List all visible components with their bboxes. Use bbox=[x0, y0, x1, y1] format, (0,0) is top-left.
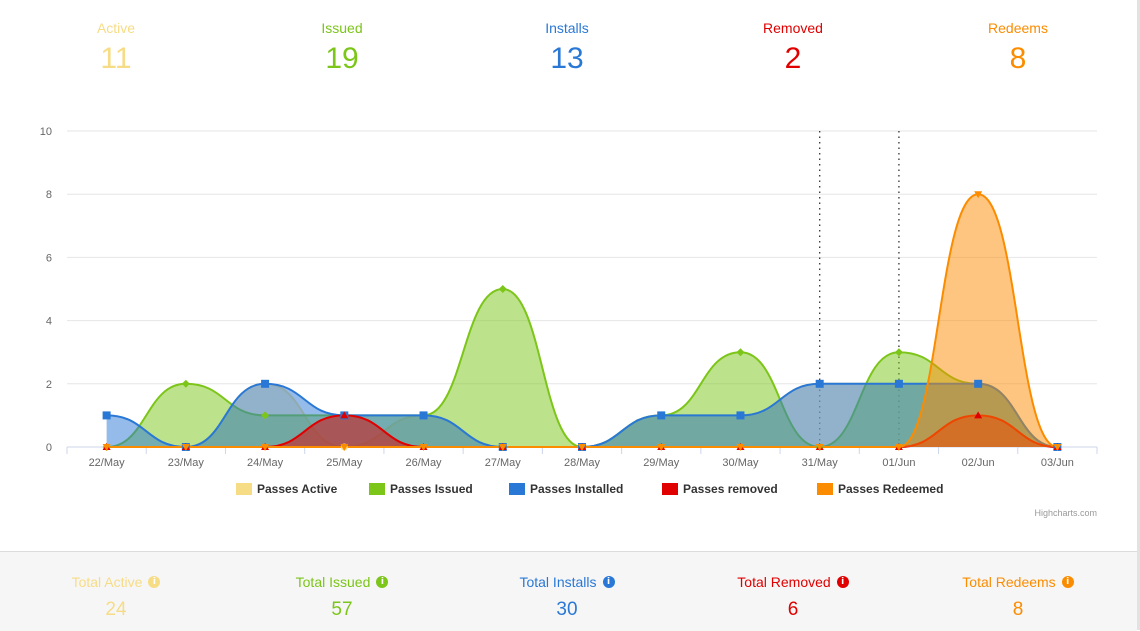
y-tick-label: 0 bbox=[46, 442, 52, 454]
right-scrollbar-edge bbox=[1137, 0, 1140, 630]
data-point bbox=[498, 285, 507, 293]
stat-value: 13 bbox=[550, 42, 584, 75]
y-tick-label: 6 bbox=[46, 252, 52, 264]
data-point bbox=[657, 411, 666, 420]
x-tick-label: 25/May bbox=[326, 457, 363, 469]
legend-swatch bbox=[817, 483, 833, 495]
x-tick-label: 26/May bbox=[405, 457, 442, 469]
total-label: Total Issued bbox=[295, 574, 371, 590]
total-value: 8 bbox=[1012, 599, 1024, 620]
stat-issued: Issued 19 bbox=[262, 20, 422, 76]
data-point bbox=[815, 444, 824, 451]
y-tick-label: 10 bbox=[40, 126, 52, 138]
data-point bbox=[419, 411, 428, 420]
summary-stats: Active 11 Issued 19 Installs 13 Removed … bbox=[0, 0, 1137, 110]
data-point bbox=[657, 444, 666, 451]
info-icon[interactable]: i bbox=[1061, 576, 1074, 588]
credits-link[interactable]: Highcharts.com bbox=[1034, 508, 1097, 518]
stat-removed: Removed 2 bbox=[713, 20, 873, 76]
data-point bbox=[498, 444, 507, 451]
stat-label: Removed bbox=[763, 20, 823, 36]
info-icon[interactable]: i bbox=[148, 576, 161, 588]
x-tick-label: 02/Jun bbox=[962, 457, 995, 469]
data-point bbox=[102, 444, 111, 451]
x-tick-label: 23/May bbox=[168, 457, 205, 469]
total-value: 57 bbox=[331, 599, 353, 620]
stat-label: Installs bbox=[545, 20, 589, 36]
data-point bbox=[181, 379, 190, 388]
x-tick-label: 31/May bbox=[802, 457, 839, 469]
total-value: 6 bbox=[787, 599, 799, 620]
total-active: Total Active i 24 bbox=[16, 574, 216, 621]
stat-redeems: Redeems 8 bbox=[938, 20, 1098, 76]
data-point bbox=[578, 444, 586, 451]
total-label: Total Active bbox=[71, 574, 143, 590]
passes-chart: 0 2 4 6 8 10 22/May 23/May 24/May 25/May 26/May 27/… bbox=[40, 126, 1098, 518]
stat-label: Active bbox=[96, 20, 136, 36]
stat-active: Active 11 bbox=[36, 20, 196, 76]
total-installs: Total Installs i 30 bbox=[467, 574, 667, 621]
total-label: Total Removed bbox=[737, 574, 831, 590]
data-point bbox=[261, 444, 270, 451]
x-tick-label: 03/Jun bbox=[1041, 457, 1074, 469]
legend-swatch bbox=[662, 483, 678, 495]
stat-value: 11 bbox=[100, 42, 132, 75]
x-tick-label: 22/May bbox=[89, 457, 126, 469]
x-tick-label: 01/Jun bbox=[882, 457, 915, 469]
y-tick-label: 2 bbox=[46, 379, 52, 391]
y-tick-label: 8 bbox=[46, 189, 52, 201]
info-icon[interactable]: i bbox=[376, 576, 389, 588]
stat-value: 19 bbox=[325, 42, 359, 75]
series-area bbox=[106, 415, 1058, 447]
data-point bbox=[974, 191, 983, 199]
totals-footer: Total Active i 24 Total Issued i 57 Total … bbox=[0, 551, 1137, 631]
info-icon[interactable]: i bbox=[836, 576, 849, 588]
info-icon[interactable]: i bbox=[602, 576, 615, 588]
data-point bbox=[974, 411, 983, 419]
x-tick-label: 29/May bbox=[643, 457, 680, 469]
data-point bbox=[181, 444, 190, 451]
x-tick-label: 27/May bbox=[485, 457, 522, 469]
data-point bbox=[894, 379, 903, 388]
total-redeems: Total Redeems i 8 bbox=[918, 574, 1118, 621]
total-value: 24 bbox=[105, 599, 127, 620]
stat-value: 8 bbox=[1009, 42, 1027, 75]
legend-item: Passes removed bbox=[683, 482, 778, 496]
data-point bbox=[261, 411, 270, 420]
data-point bbox=[736, 411, 745, 420]
legend-item: Passes Installed bbox=[530, 482, 623, 496]
total-label: Total Installs bbox=[519, 574, 597, 590]
data-point bbox=[102, 411, 111, 420]
data-point bbox=[736, 444, 745, 451]
stat-installs: Installs 13 bbox=[487, 20, 647, 76]
data-point bbox=[894, 348, 903, 357]
legend-swatch bbox=[369, 483, 385, 495]
x-tick-label: 24/May bbox=[247, 457, 284, 469]
series-area bbox=[106, 194, 1058, 447]
data-point bbox=[815, 379, 824, 388]
legend-item: Passes Redeemed bbox=[838, 482, 943, 496]
data-point bbox=[974, 379, 983, 388]
legend-swatch bbox=[509, 483, 525, 495]
total-value: 30 bbox=[556, 599, 578, 620]
legend-item: Passes Issued bbox=[390, 482, 473, 496]
total-removed: Total Removed i 6 bbox=[693, 574, 893, 621]
data-point bbox=[261, 379, 270, 388]
data-point bbox=[736, 348, 745, 357]
stat-label: Redeems bbox=[988, 20, 1048, 36]
stat-value: 2 bbox=[784, 42, 802, 75]
data-point bbox=[340, 444, 349, 451]
stat-label: Issued bbox=[321, 20, 363, 36]
legend-swatch bbox=[236, 483, 252, 495]
y-tick-label: 4 bbox=[46, 316, 52, 328]
data-point bbox=[1053, 444, 1062, 451]
data-point bbox=[340, 411, 349, 419]
legend-item: Passes Active bbox=[257, 482, 338, 496]
data-point bbox=[419, 444, 428, 451]
x-tick-label: 30/May bbox=[722, 457, 759, 469]
data-point bbox=[894, 444, 903, 451]
x-tick-label: 28/May bbox=[564, 457, 601, 469]
total-issued: Total Issued i 57 bbox=[242, 574, 442, 621]
total-label: Total Redeems bbox=[962, 574, 1056, 590]
